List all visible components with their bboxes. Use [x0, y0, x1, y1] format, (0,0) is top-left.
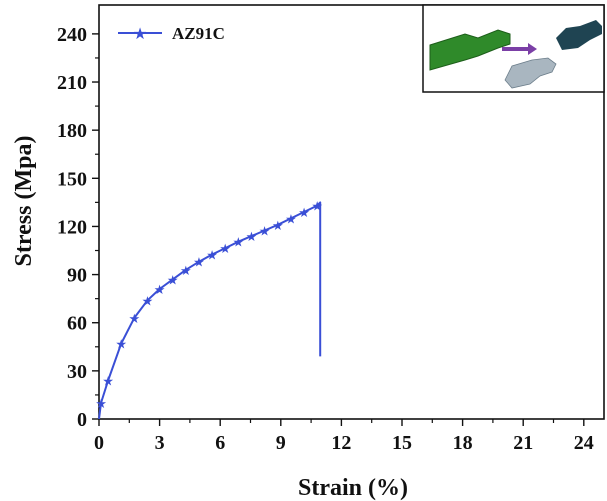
legend-label: AZ91C [172, 24, 225, 43]
data-point: ★ [311, 200, 323, 215]
x-tick-label: 21 [513, 432, 533, 454]
data-point: ★ [259, 224, 271, 239]
x-tick-label: 24 [574, 432, 594, 454]
data-point: ★ [115, 338, 127, 353]
data-point: ★ [219, 242, 231, 257]
y-axis-title: Stress (Mpa) [11, 136, 37, 267]
y-tick-label: 150 [57, 168, 87, 190]
data-point: ★ [298, 206, 310, 221]
x-tick-label: 3 [155, 432, 165, 454]
data-point: ★ [142, 294, 154, 309]
data-point: ★ [95, 397, 107, 412]
x-tick-label: 0 [94, 432, 104, 454]
data-point: ★ [272, 219, 284, 234]
data-point: ★ [193, 256, 205, 271]
series-layer: ★★★★★★★★★ ★ ★ ★ ★ ★ ★ ★ ★ ★ [95, 200, 323, 420]
inset-illustration [422, 4, 605, 93]
data-point: ★ [285, 212, 297, 227]
data-point: ★ [129, 312, 141, 327]
fractured-specimen-bottom-icon [504, 57, 557, 89]
x-tick-label: 12 [331, 432, 351, 454]
y-tick-label: 120 [57, 216, 87, 238]
data-point: ★ [102, 374, 114, 389]
x-tick-label: 15 [392, 432, 412, 454]
y-tick-label: 30 [67, 361, 87, 383]
y-tick-label: 210 [57, 72, 87, 94]
y-tick-label: 90 [67, 265, 87, 287]
arrow-icon [502, 43, 537, 55]
data-point: ★ [167, 273, 179, 288]
y-tick-label: 0 [77, 409, 87, 431]
x-axis-title: Strain (%) [298, 475, 408, 501]
legend-star-icon: ★ [133, 24, 147, 43]
y-tick-label: 180 [57, 120, 87, 142]
x-tick-label: 9 [276, 432, 286, 454]
intact-specimen-icon [429, 29, 511, 71]
plot-frame [98, 4, 605, 420]
fractured-specimen-top-icon [556, 20, 602, 50]
y-tick-label: 60 [67, 313, 87, 335]
data-point: ★ [206, 249, 218, 264]
x-tick-label: 18 [453, 432, 473, 454]
x-tick-label: 6 [215, 432, 225, 454]
data-point: ★ [180, 264, 192, 279]
data-point: ★ [246, 230, 258, 245]
data-point: ★ [233, 236, 245, 251]
y-tick-label: 240 [57, 24, 87, 46]
legend: ★ AZ91C [118, 24, 225, 43]
series-line-az91c [98, 201, 322, 420]
data-point: ★ [154, 283, 166, 298]
